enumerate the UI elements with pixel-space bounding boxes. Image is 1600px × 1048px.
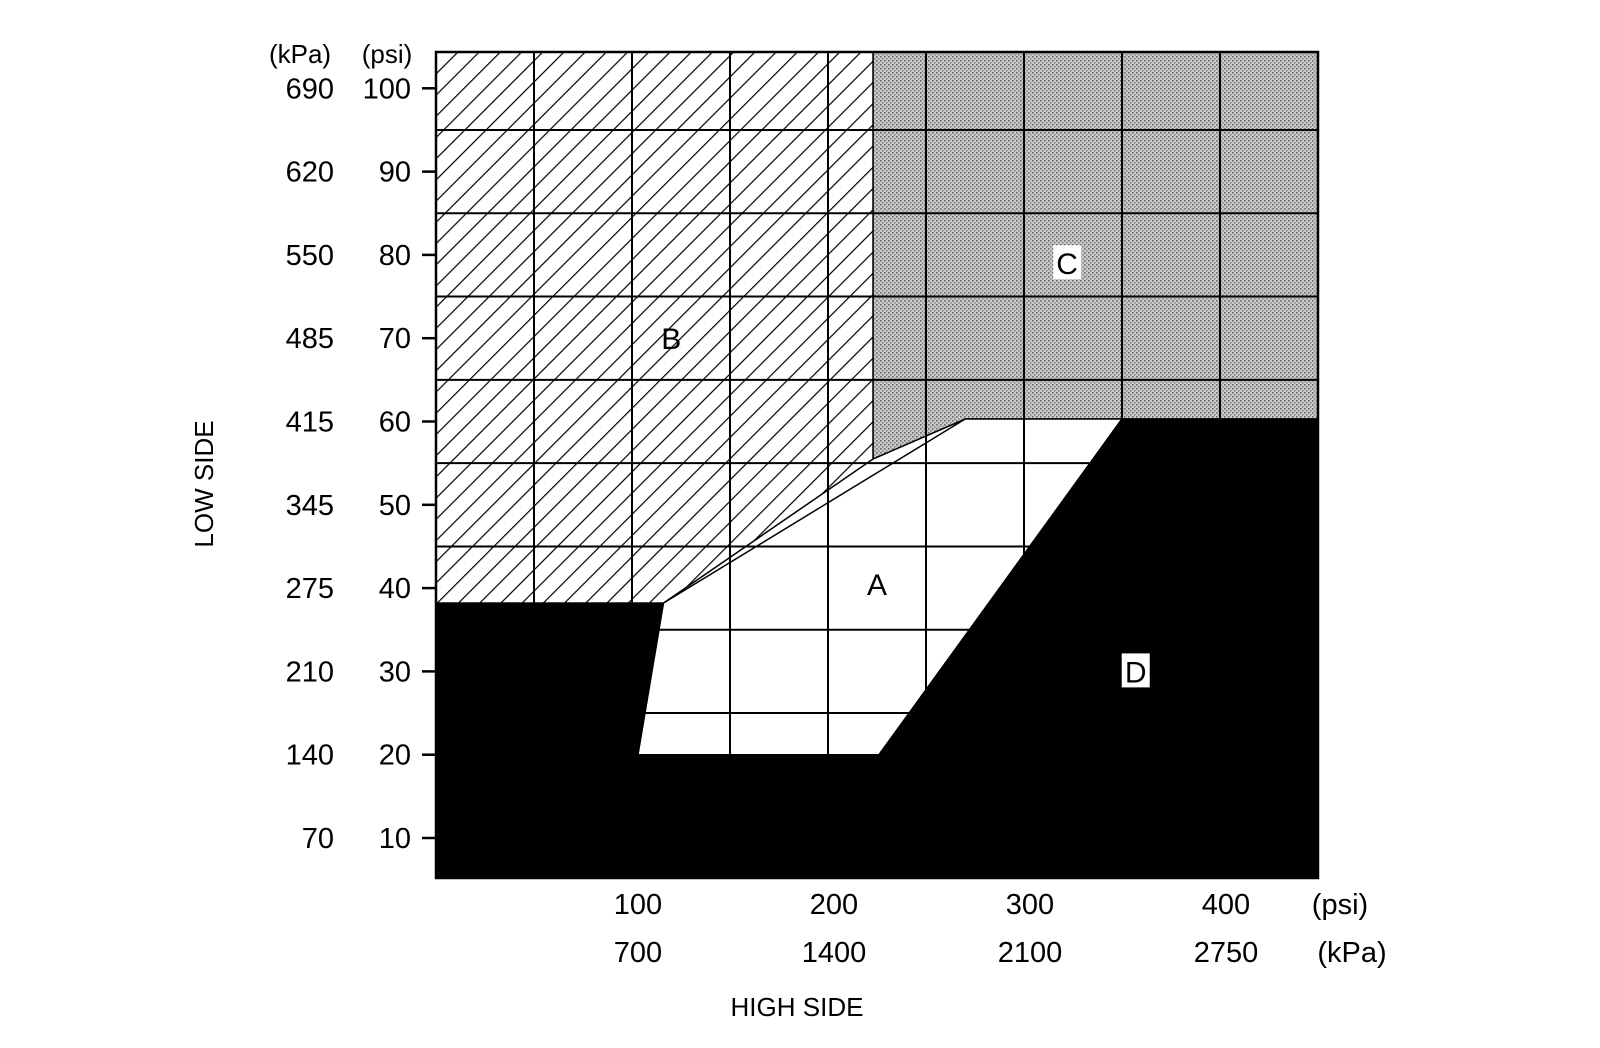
y-tick-label-psi: 100 [363, 73, 411, 105]
x-tick-label-kpa: 1400 [802, 937, 867, 969]
y-tick-label-psi: 60 [379, 407, 411, 439]
x-tick-label-psi: 200 [810, 889, 858, 921]
x-tick-label-kpa: 2750 [1194, 937, 1259, 969]
y-tick-label-kpa: 140 [286, 740, 334, 772]
x-unit-kpa: (kPa) [1317, 937, 1386, 969]
y-tick-label-kpa: 690 [286, 73, 334, 105]
y-tick-label-kpa: 415 [286, 407, 334, 439]
labels-layer: B C A D 100 690 90 620 80 550 70 485 60 415 50 345 40 275… [189, 39, 1387, 1022]
y-tick-label-psi: 40 [379, 573, 411, 605]
x-tick-label-kpa: 700 [614, 937, 662, 969]
y-tick-label-psi: 70 [379, 323, 411, 355]
region-c [872, 51, 1319, 461]
y-unit-kpa: (kPa) [269, 39, 331, 69]
x-tick-label-psi: 300 [1006, 889, 1054, 921]
x-tick-label-psi: 400 [1202, 889, 1250, 921]
region-label-box [1121, 653, 1150, 688]
y-tick-label-kpa: 70 [302, 823, 334, 855]
y-tick-label-kpa: 275 [286, 573, 334, 605]
x-tick-label-kpa: 2100 [998, 937, 1063, 969]
region-label-c: C [1056, 248, 1078, 281]
y-tick-label-kpa: 210 [286, 656, 334, 688]
plot-border [434, 50, 1320, 880]
y-tick-label-psi: 80 [379, 240, 411, 272]
region-label-d: D [1125, 656, 1147, 689]
y-unit-psi: (psi) [362, 39, 413, 69]
y-tick-label-kpa: 620 [286, 157, 334, 189]
x-axis-title: HIGH SIDE [731, 992, 864, 1022]
y-tick-label-kpa: 550 [286, 240, 334, 272]
region-d-overlay [436, 419, 1318, 878]
y-tick-label-kpa: 485 [286, 323, 334, 355]
y-tick-label-psi: 20 [379, 740, 411, 772]
x-unit-psi: (psi) [1312, 889, 1368, 921]
x-tick-label-psi: 100 [614, 889, 662, 921]
y-tick-label-kpa: 345 [286, 490, 334, 522]
y-axis-title: LOW SIDE [189, 420, 219, 547]
region-label-b: B [661, 323, 681, 356]
y-tick-label-psi: 10 [379, 823, 411, 855]
grid-layer [434, 50, 1320, 880]
region-label-box [1053, 245, 1082, 280]
region-label-a: A [867, 569, 887, 602]
y-tick-label-psi: 30 [379, 656, 411, 688]
y-tick-label-psi: 90 [379, 157, 411, 189]
y-tick-label-psi: 50 [379, 490, 411, 522]
